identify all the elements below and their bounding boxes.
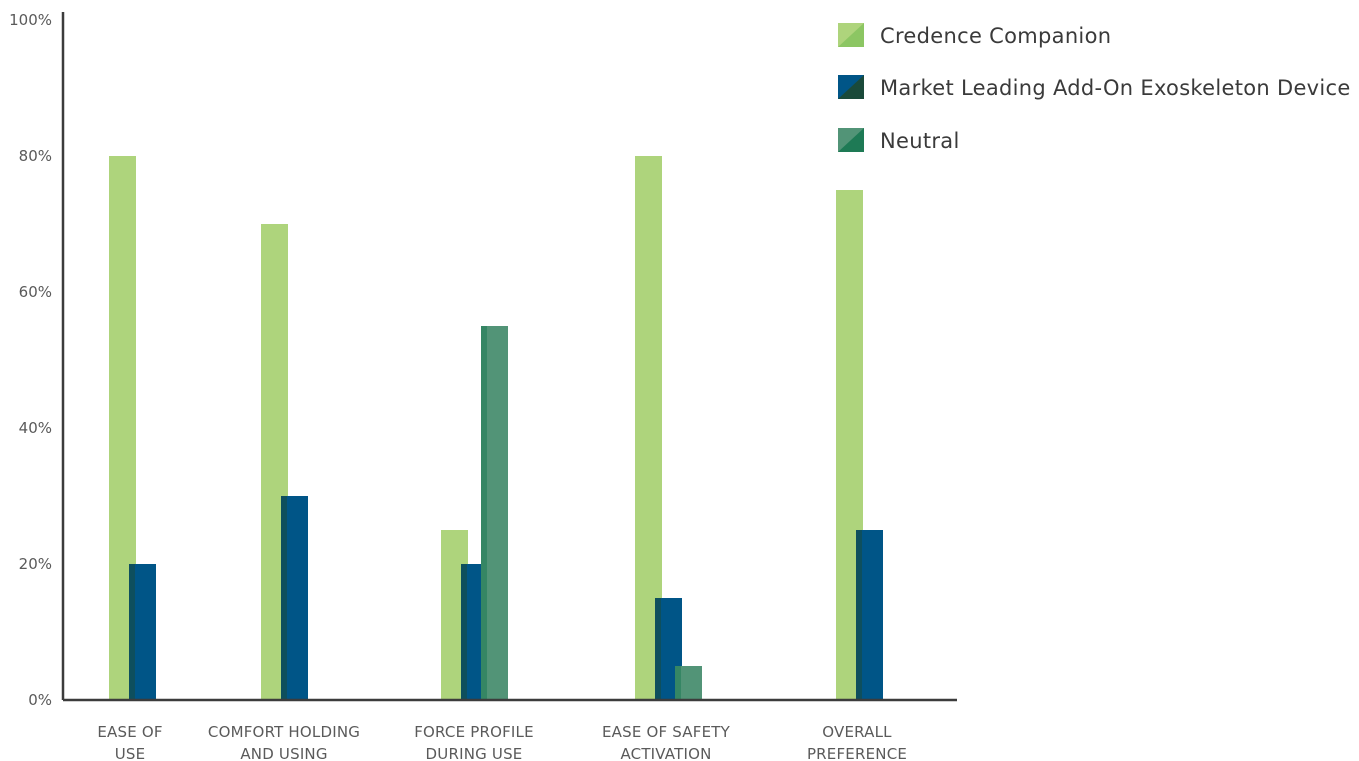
bar-shade-2-cat-2 [281, 496, 287, 700]
legend-item: Credence Companion [838, 23, 1111, 48]
y-tick-label: 0% [28, 691, 52, 709]
y-tick-label: 60% [19, 283, 52, 301]
bar-shade-3-cat-4 [675, 666, 681, 700]
legend-swatch-shade [838, 23, 864, 47]
x-category-label: ACTIVATION [620, 745, 711, 761]
legend-label: Credence Companion [880, 24, 1111, 48]
x-category-label: AND USING [240, 745, 327, 761]
x-category-label: EASE OF SAFETY [602, 723, 731, 741]
x-category-label: OVERALL [822, 723, 892, 741]
legend-label: Market Leading Add-On Exoskeleton Device [880, 76, 1351, 100]
legend-label: Neutral [880, 129, 960, 153]
x-category-label: PREFERENCE [807, 745, 907, 761]
axes-group: 0% 20% 40% 60% 80% 100% EASE OF USE COMFORT HOLD… [9, 11, 957, 761]
bar-shade-2-cat-1 [129, 564, 135, 700]
legend-swatch-shade [838, 128, 864, 152]
y-tick-label: 40% [19, 419, 52, 437]
x-category-label: FORCE PROFILE [414, 723, 534, 741]
y-tick-label: 100% [9, 11, 52, 29]
bar-shade-2-cat-5 [856, 530, 862, 700]
x-category-label: EASE OF [97, 723, 162, 741]
bar-shade-3-cat-3 [481, 326, 487, 700]
legend-item: Neutral [838, 128, 960, 153]
legend-swatch-shade [838, 75, 864, 99]
bars-group [109, 156, 883, 700]
x-category-label: USE [115, 745, 146, 761]
x-category-label: DURING USE [426, 745, 523, 761]
x-category-label: COMFORT HOLDING [208, 723, 360, 741]
legend: Credence Companion Market Leading Add-On … [838, 23, 1351, 153]
bar-shade-2-cat-3 [461, 564, 467, 700]
bar-shade-2-cat-4 [655, 598, 661, 700]
y-tick-label: 80% [19, 147, 52, 165]
y-tick-label: 20% [19, 555, 52, 573]
legend-item: Market Leading Add-On Exoskeleton Device [838, 75, 1351, 100]
